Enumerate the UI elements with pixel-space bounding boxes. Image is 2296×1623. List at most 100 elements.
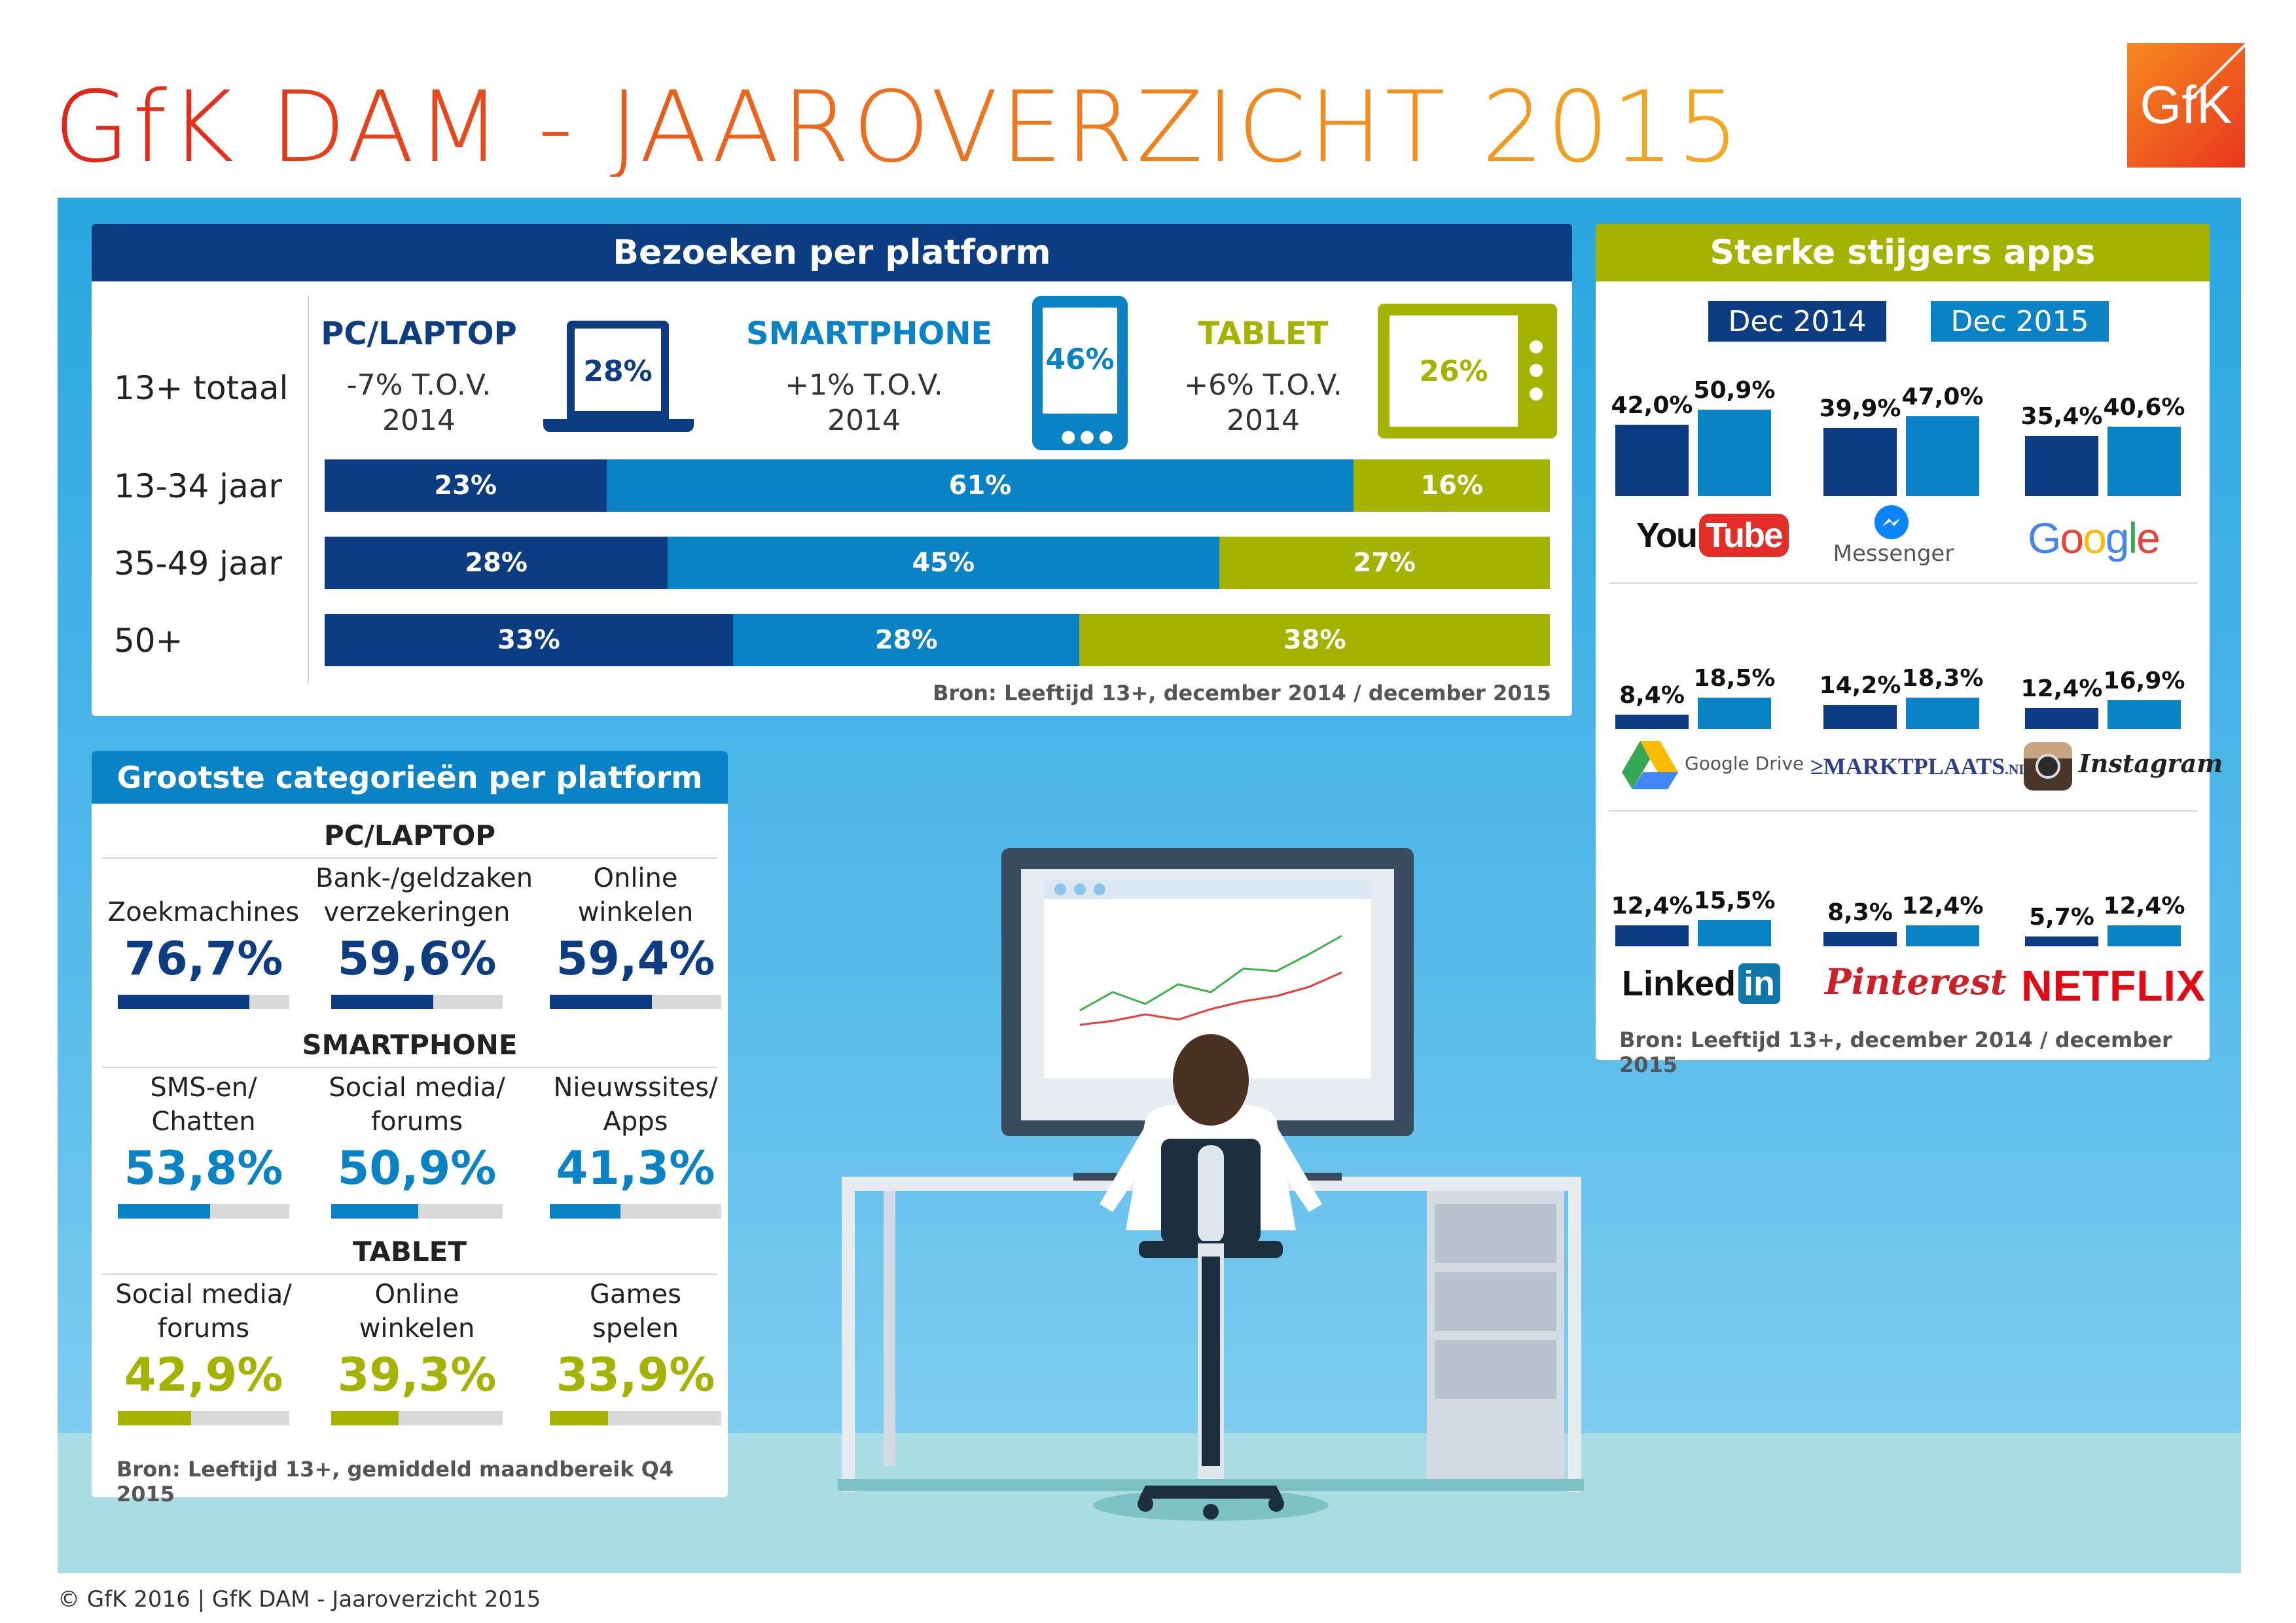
device-name-pc: PC/LAPTOP [321, 315, 517, 352]
app-bar-label: 39,9% [1819, 395, 1901, 423]
category-divider [102, 1067, 717, 1068]
category-value: 39,3% [337, 1348, 497, 1402]
app-bar-label: 42,0% [1611, 391, 1693, 419]
app-bar-label: 18,3% [1901, 665, 1984, 692]
category-label: Bank-/geldzaken verzekeringen [315, 863, 533, 927]
app-bar [2025, 936, 2098, 946]
category-progress-fill [550, 995, 652, 1009]
app-bar-label: 5,7% [2029, 904, 2094, 931]
platform-header: Bezoeken per platform [92, 224, 1572, 281]
categories-source: Bron: Leeftijd 13+, gemiddeld maandberei… [117, 1457, 674, 1507]
app-bar [1615, 715, 1689, 729]
device-year-tablet: 2014 [1227, 404, 1300, 437]
category-progress-fill [550, 1204, 621, 1219]
app-bar [1823, 428, 1897, 496]
app-bar [2108, 427, 2181, 496]
category-label: Online winkelen [359, 1279, 475, 1344]
category-progress-track [550, 995, 721, 1009]
linkedin-logo-in: in [1738, 963, 1781, 1004]
google-logo: Google [2028, 513, 2161, 563]
category-progress-track [550, 1204, 721, 1219]
app-bar [2025, 435, 2098, 496]
footer-copyright: © GfK 2016 | GfK DAM - Jaaroverzicht 201… [58, 1586, 541, 1613]
google-letter-o1: o [2060, 514, 2084, 562]
category-progress-track [118, 995, 289, 1009]
app-bar-label: 12,4% [2020, 675, 2103, 702]
app-bar-label: 50,9% [1693, 376, 1776, 404]
category-section-title: SMARTPHONE [302, 1029, 518, 1061]
app-bar-label: 18,5% [1693, 664, 1776, 692]
legend-dec-2014: Dec 2014 [1708, 301, 1886, 342]
app-bar [1698, 919, 1771, 946]
gfk-logo-text: GfK [2140, 75, 2233, 135]
app-bar-label: 8,4% [1619, 682, 1685, 709]
app-bar [2025, 707, 2098, 729]
apps-card: Sterke stijgers apps Dec 2014 Dec 2015 Y… [1596, 224, 2223, 1077]
category-progress-track [550, 1411, 721, 1425]
linkedin-logo-linked: Linked [1622, 964, 1736, 1003]
device-change-tablet: +6% T.O.V. [1184, 368, 1342, 402]
category-value: 59,4% [556, 932, 715, 986]
messenger-icon [1874, 505, 1909, 539]
linkedin-logo: Linked in [1622, 963, 1781, 1004]
pinterest-logo: Pinterest [1825, 961, 2007, 1003]
device-change-pc: -7% T.O.V. [346, 368, 492, 402]
category-progress-track [118, 1411, 289, 1425]
app-bar-label: 15,5% [1693, 887, 1776, 914]
total-label: 13+ totaal [114, 369, 289, 407]
platform-bar-segment: 23% [325, 459, 607, 512]
app-bar-label: 16,9% [2103, 668, 2185, 695]
category-progress-track [331, 1411, 503, 1425]
category-value: 76,7% [124, 932, 283, 986]
apps-source: Bron: Leeftijd 13+, december 2014 / dece… [1619, 1027, 2172, 1077]
category-value: 53,8% [124, 1141, 283, 1195]
app-bar [1823, 932, 1897, 946]
category-label: Social media/forums [329, 1073, 505, 1137]
apps-divider-1 [1609, 582, 2198, 584]
platform-source: Bron: Leeftijd 13+, december 2014 / dece… [933, 681, 1551, 705]
app-bar [1906, 416, 1979, 496]
category-label: Nieuwssites/Apps [553, 1073, 718, 1137]
app-bar [1698, 697, 1771, 729]
google-drive-label: Google Drive [1685, 753, 1804, 774]
google-letter-l: l [2128, 514, 2138, 562]
app-bar-label: 47,0% [1901, 383, 1984, 410]
marktplaats-arrow-icon: ≥ [1810, 753, 1823, 779]
category-label: Social media/forums [115, 1279, 292, 1344]
device-share-tablet: 26% [1419, 355, 1488, 388]
category-value: 41,3% [556, 1141, 715, 1195]
platform-bar-segment: 16% [1354, 459, 1550, 512]
page-title: GfK DAM - JAAROVERZICHT 2015 [54, 71, 1742, 185]
youtube-logo-tube: Tube [1698, 514, 1789, 557]
app-bar-label: 12,4% [1901, 892, 1984, 919]
category-section-title: PC/LAPTOP [323, 819, 496, 851]
app-bar-label: 35,4% [2020, 402, 2103, 430]
apps-divider-2 [1609, 810, 2198, 812]
device-change-smartphone: +1% T.O.V. [785, 368, 943, 402]
app-bar [1698, 409, 1771, 496]
app-bar-label: 8,3% [1827, 899, 1893, 927]
category-progress-fill [118, 1204, 210, 1219]
apps-header: Sterke stijgers apps [1596, 224, 2210, 281]
platform-bar-segment: 38% [1079, 614, 1550, 666]
row-label-3: 50+ [114, 622, 183, 660]
google-letter-e: e [2136, 514, 2161, 562]
app-bar [1906, 925, 1979, 946]
device-name-tablet: TABLET [1198, 315, 1329, 352]
category-value: 42,9% [124, 1348, 283, 1402]
phone-dots: ●●● [1061, 427, 1118, 446]
row-label-1: 13-34 jaar [114, 467, 282, 505]
instagram-wordmark: Instagram [2079, 749, 2223, 778]
app-bar [1615, 424, 1689, 496]
category-progress-fill [118, 995, 249, 1009]
app-bar-label: 40,6% [2103, 394, 2185, 421]
youtube-logo: You Tube [1636, 509, 1789, 562]
tablet-icon: 26% [1378, 304, 1557, 438]
category-progress-fill [550, 1411, 608, 1425]
app-bar [2108, 700, 2181, 729]
marktplaats-name: MARKTPLAATS [1823, 753, 2005, 779]
category-label: Zoekmachines [107, 897, 300, 927]
legend-dec-2015: Dec 2015 [1931, 301, 2109, 342]
device-share-pc: 28% [583, 355, 653, 388]
netflix-logo: NETFLIX [2021, 961, 2206, 1010]
